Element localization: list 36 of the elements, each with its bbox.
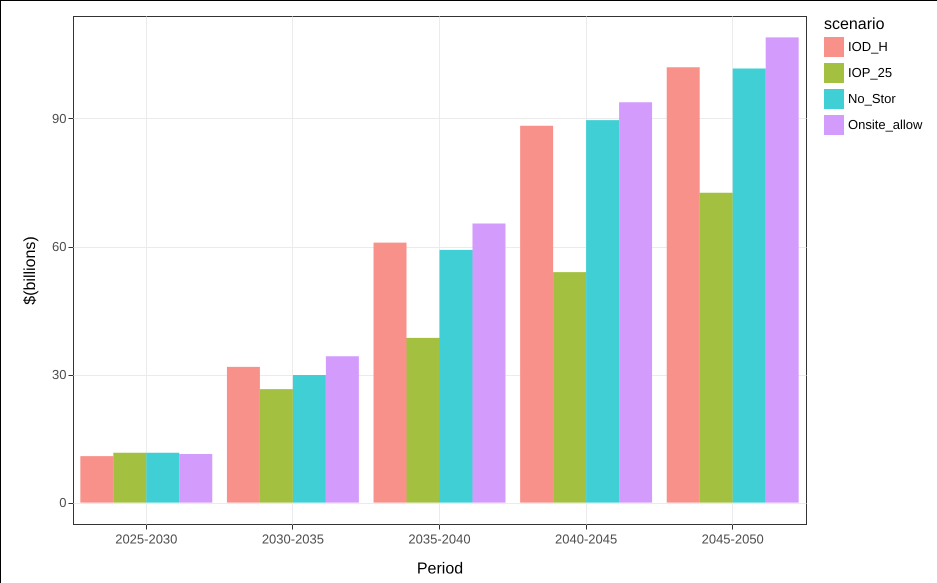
bar: [520, 126, 554, 503]
bar: [260, 389, 293, 503]
legend-label: IOD_H: [848, 39, 888, 54]
y-tick-label: 60: [52, 239, 66, 254]
bar: [113, 452, 146, 503]
bar: [374, 242, 407, 503]
bar: [700, 192, 733, 503]
y-axis-title: $(billions): [22, 236, 40, 305]
bar: [406, 338, 440, 503]
x-tick-label: 2040-2045: [555, 532, 618, 546]
bar: [146, 452, 180, 503]
x-axis-title: Period: [416, 560, 464, 578]
bar: [80, 456, 114, 503]
bar: [326, 356, 359, 503]
bar: [586, 120, 620, 503]
bar: [440, 250, 472, 503]
x-tick-label: 2030-2035: [262, 532, 324, 546]
y-tick-label: 30: [52, 367, 66, 382]
bar: [292, 375, 326, 503]
y-tick-label: 0: [59, 495, 66, 510]
bar: [226, 366, 260, 503]
x-tick-label: 2045-2050: [702, 532, 764, 546]
bar: [732, 68, 766, 503]
x-tick-label: 2035-2040: [408, 532, 471, 546]
legend-title: scenario: [824, 16, 885, 33]
legend-label: No_Stor: [848, 91, 896, 106]
bar: [553, 272, 586, 503]
bar: [619, 102, 652, 503]
bar: [666, 67, 700, 503]
y-tick-label: 90: [52, 110, 66, 126]
x-tick-label: 2025-2030: [115, 532, 178, 546]
bar: [179, 454, 212, 503]
legend-label: Onsite_allow: [848, 117, 924, 132]
legend-label: IOP_25: [848, 65, 892, 80]
bar: [472, 223, 506, 503]
bar: [766, 37, 799, 503]
